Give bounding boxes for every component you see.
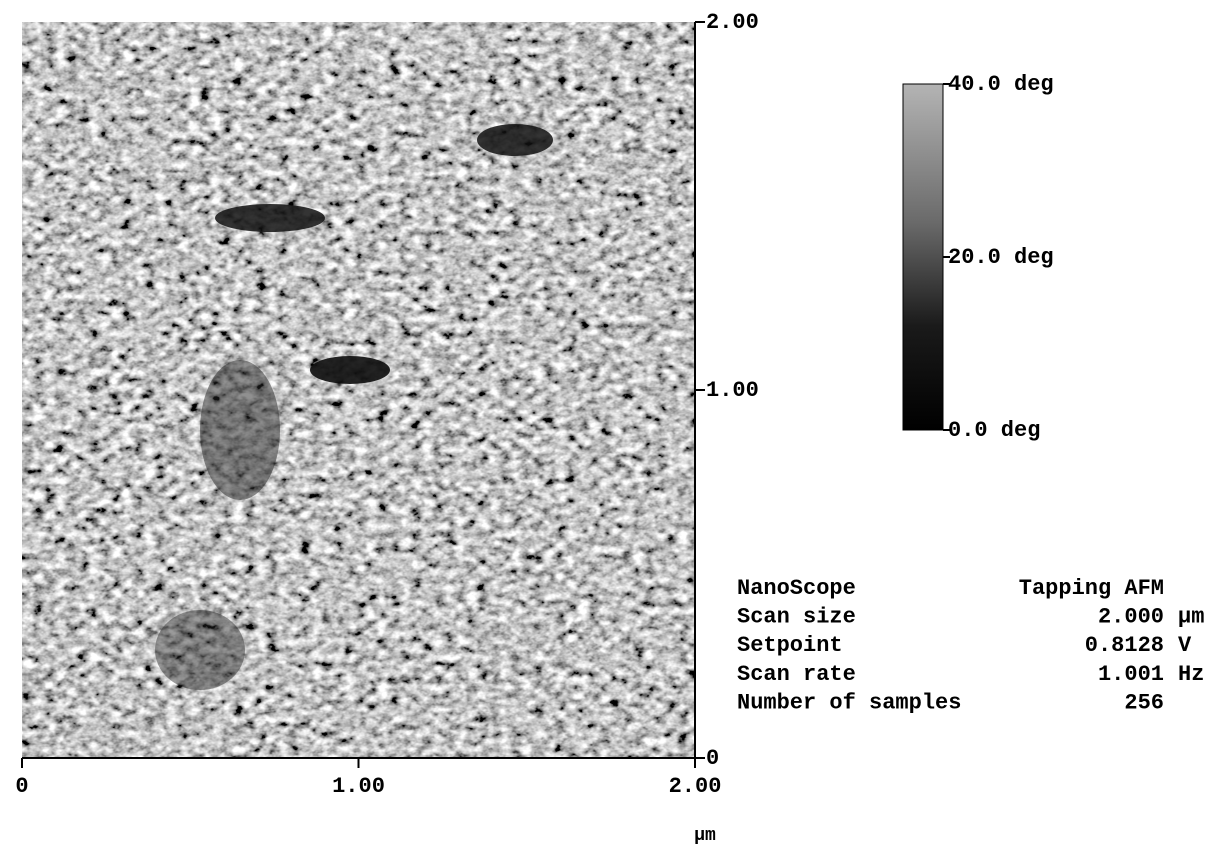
info-value: 2.000 bbox=[1098, 605, 1164, 630]
info-label: NanoScope bbox=[737, 576, 856, 601]
colorbar-label: 0.0 deg bbox=[948, 418, 1040, 443]
y-tick-label: 2.00 bbox=[706, 10, 759, 35]
info-label: Scan rate bbox=[737, 662, 856, 687]
info-label: Setpoint bbox=[737, 633, 843, 658]
info-value: 0.8128 bbox=[1085, 633, 1164, 658]
y-tick-label: 1.00 bbox=[706, 378, 759, 403]
colorbar bbox=[902, 83, 944, 431]
x-tick-label: 1.00 bbox=[332, 774, 385, 799]
x-tick-label: 0 bbox=[15, 774, 28, 799]
info-value: 256 bbox=[1124, 691, 1164, 716]
info-label: Number of samples bbox=[737, 691, 961, 716]
info-label: Scan size bbox=[737, 605, 856, 630]
y-tick-label: 0 bbox=[706, 746, 719, 771]
info-unit: µm bbox=[1178, 605, 1204, 630]
x-unit: µm bbox=[694, 826, 716, 844]
info-unit: Hz bbox=[1178, 662, 1204, 687]
info-value: 1.001 bbox=[1098, 662, 1164, 687]
info-value: Tapping AFM bbox=[1019, 576, 1164, 601]
colorbar-label: 40.0 deg bbox=[948, 72, 1054, 97]
colorbar-label: 20.0 deg bbox=[948, 245, 1054, 270]
x-tick-label: 2.00 bbox=[669, 774, 722, 799]
phase-image bbox=[22, 22, 695, 758]
info-unit: V bbox=[1178, 633, 1192, 658]
